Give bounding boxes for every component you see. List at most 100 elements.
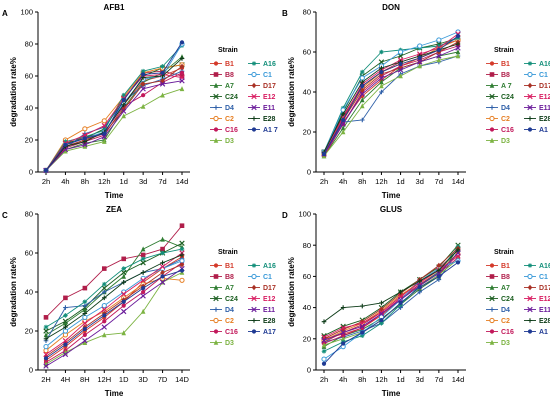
data-point [43, 332, 49, 338]
legend-title: Strain [218, 249, 238, 256]
legend-swatch-marker [527, 284, 533, 291]
data-point [82, 142, 88, 148]
data-point [82, 320, 88, 326]
y-tick-label: 40 [303, 303, 311, 312]
data-point [121, 273, 127, 279]
x-tick-label: 1D [119, 375, 129, 384]
series-line [45, 248, 183, 328]
legend-item: A1 7 [524, 127, 550, 134]
data-point [101, 285, 107, 291]
x-tick-label: 2h [320, 375, 328, 384]
legend-swatch-marker [251, 329, 257, 334]
data-point [101, 281, 107, 287]
data-point [82, 303, 88, 308]
legend-label: C1 [539, 72, 548, 79]
legend-label: C2 [501, 116, 510, 123]
data-point [398, 61, 403, 67]
series-d3 [43, 86, 185, 173]
data-point [160, 64, 165, 69]
y-tick-label: 20 [303, 334, 311, 343]
legend-item: E12 [248, 93, 276, 101]
x-tick-label: 2h [42, 177, 50, 186]
series-c24 [321, 242, 461, 339]
series-e12 [43, 71, 185, 174]
legend-swatch-marker [251, 61, 257, 66]
data-point [160, 92, 165, 98]
data-point [101, 324, 107, 330]
legend-swatch-marker [213, 127, 219, 132]
panel-letter: A [2, 9, 8, 18]
data-point [379, 300, 384, 306]
legend-item: E11 [524, 306, 550, 314]
data-point [160, 274, 165, 279]
legend-swatch-marker [527, 329, 533, 334]
chart-title: ZEA [106, 205, 122, 214]
legend-item: C1 [248, 273, 272, 281]
data-point [43, 336, 49, 342]
data-point [340, 111, 346, 117]
legend-item: B1 [210, 61, 234, 68]
legend-item: A1 7 [248, 127, 278, 134]
y-tick-label: 80 [303, 8, 311, 17]
series-a17 [43, 268, 185, 361]
data-point [359, 97, 365, 103]
legend-item: B8 [486, 274, 510, 281]
x-tick-label: 3D [138, 375, 148, 384]
data-point [43, 315, 49, 320]
legend-swatch-marker [527, 306, 533, 313]
data-point [179, 70, 185, 75]
x-tick-label: 8H [80, 375, 90, 384]
data-point [43, 168, 49, 173]
data-point [359, 69, 365, 75]
legend-item: A16 [248, 61, 276, 68]
data-point [62, 351, 69, 358]
legend-item: A17 [248, 329, 276, 336]
y-tick-label: 0 [307, 168, 311, 177]
data-point [63, 342, 68, 347]
legend-label: D4 [225, 105, 234, 112]
y-tick-label: 40 [25, 104, 33, 113]
legend-swatch-marker [213, 105, 219, 110]
data-point [43, 328, 49, 334]
y-tick-label: 40 [303, 88, 311, 97]
data-point [341, 117, 346, 123]
chart-panel-d: D GLUS 0 20 40 60 80 100 2h 4h 8h 12h 1d 3d 7d 14d Time d… [282, 205, 550, 398]
legend-item: C16 [486, 127, 514, 134]
y-axis-title: degradation rate% [287, 57, 296, 127]
series-e12 [43, 250, 185, 358]
data-point [378, 59, 385, 65]
data-point [398, 73, 403, 79]
series-line [45, 242, 183, 332]
legend-label: A1 7 [263, 127, 278, 134]
legend-label: D4 [501, 105, 510, 112]
legend-label: D17 [539, 83, 550, 90]
data-point [436, 262, 442, 269]
data-point [341, 341, 346, 346]
data-point [82, 285, 88, 291]
data-point [321, 151, 327, 157]
y-tick-label: 20 [25, 327, 33, 336]
data-point [160, 250, 165, 256]
series-a17 [321, 33, 461, 157]
legend-swatch-marker [213, 263, 219, 268]
data-point [141, 72, 146, 77]
data-point [378, 309, 385, 315]
data-point [101, 332, 107, 338]
data-point [140, 277, 146, 283]
legend-item: E11 [524, 104, 550, 112]
legend-swatch-marker [489, 61, 495, 66]
legend-item: D17 [248, 284, 276, 292]
x-tick-label: 14d [452, 177, 465, 186]
x-tick-label: 3d [416, 375, 424, 384]
series-line [45, 264, 183, 357]
chart-title: DON [382, 3, 400, 12]
x-axis-title: Time [105, 191, 124, 200]
y-tick-label: 0 [29, 366, 33, 375]
legend-item: D4 [210, 105, 234, 112]
data-point [121, 106, 127, 113]
legend-label: C2 [501, 318, 510, 325]
data-point [160, 78, 165, 84]
series-a17 [321, 260, 461, 366]
data-point [359, 79, 365, 85]
